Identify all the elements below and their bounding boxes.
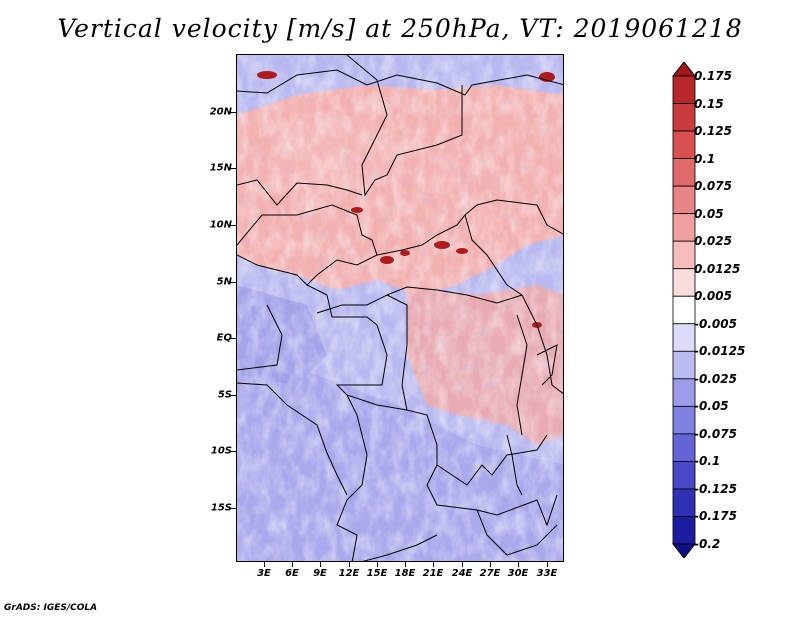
colorbar-segment xyxy=(672,158,696,187)
lon-tick-label: 24E xyxy=(451,568,473,579)
colorbar-tick-label: -0.005 xyxy=(694,316,737,331)
lon-tick-label: 15E xyxy=(366,568,388,579)
colorbar-segment xyxy=(672,268,696,297)
lat-tick-label: 20N xyxy=(209,106,232,118)
lat-tick-label: 15S xyxy=(210,502,232,514)
lat-tick-label: 5S xyxy=(217,389,232,401)
lon-tick-mark xyxy=(547,562,548,567)
lat-tick-mark xyxy=(230,451,236,452)
lon-tick-mark xyxy=(433,562,434,567)
map-field xyxy=(237,55,563,561)
colorbar-segment xyxy=(672,516,696,545)
lon-tick-label: 21E xyxy=(422,568,444,579)
colorbar-tick-label: -0.125 xyxy=(694,481,737,496)
colorbar-arrow-bottom xyxy=(672,543,696,558)
lat-tick-mark xyxy=(230,395,236,396)
lat-tick-mark xyxy=(230,338,236,339)
colorbar-segment xyxy=(672,240,696,270)
lat-tick-mark xyxy=(230,508,236,509)
colorbar-tick-label: -0.1 xyxy=(694,454,721,469)
colorbar-tick-label: 0.125 xyxy=(694,124,732,139)
lat-tick-mark xyxy=(230,282,236,283)
colorbar-segment xyxy=(672,323,696,352)
colorbar-segment xyxy=(672,405,696,435)
colorbar-segment xyxy=(672,103,696,132)
velocity-map xyxy=(236,54,564,562)
colorbar-tick-label: -0.0125 xyxy=(694,344,746,359)
lat-tick-mark xyxy=(230,168,236,169)
lat-tick-label: 15N xyxy=(209,162,232,174)
lon-tick-label: 27E xyxy=(479,568,501,579)
colorbar-tick-label: 0.005 xyxy=(694,289,732,304)
lon-tick-label: 33E xyxy=(536,568,558,579)
lon-tick-mark xyxy=(405,562,406,567)
lon-tick-mark xyxy=(349,562,350,567)
lon-tick-label: 18E xyxy=(394,568,416,579)
colorbar-segment xyxy=(672,75,696,104)
lon-tick-label: 6E xyxy=(285,568,299,579)
footer-credit: GrADS: IGES/COLA xyxy=(4,603,98,613)
lat-tick-label: 10N xyxy=(209,219,232,231)
lon-tick-mark xyxy=(462,562,463,567)
colorbar-arrow-top xyxy=(672,62,696,77)
colorbar-segment xyxy=(672,185,696,215)
colorbar-tick-label: -0.175 xyxy=(694,509,737,524)
chart-title: Vertical velocity [m/s] at 250hPa, VT: 2… xyxy=(57,14,743,43)
colorbar-segment xyxy=(672,213,696,242)
field-texture-2 xyxy=(237,55,563,561)
strong-updraft-cells xyxy=(257,71,555,328)
colorbar xyxy=(672,62,696,558)
lon-tick-mark xyxy=(320,562,321,567)
colorbar-segment xyxy=(672,295,696,325)
lat-tick-label: 10S xyxy=(210,445,232,457)
lon-tick-label: 9E xyxy=(313,568,327,579)
colorbar-tick-label: -0.025 xyxy=(694,371,737,386)
colorbar-tick-label: -0.2 xyxy=(694,537,721,551)
colorbar-tick-label: 0.075 xyxy=(694,179,732,194)
colorbar-segment xyxy=(672,433,696,462)
lat-tick-mark xyxy=(230,112,236,113)
colorbar-segment xyxy=(672,378,696,407)
colorbar-tick-label: 0.025 xyxy=(694,234,732,249)
colorbar-segment xyxy=(672,350,696,380)
lon-tick-mark xyxy=(292,562,293,567)
colorbar-tick-label: -0.075 xyxy=(694,426,737,441)
colorbar-segment xyxy=(672,130,696,159)
colorbar-tick-label: 0.0125 xyxy=(694,261,741,276)
lat-tick-label: 5N xyxy=(216,276,232,288)
lat-tick-label: EQ xyxy=(216,332,232,344)
lon-tick-mark xyxy=(377,562,378,567)
colorbar-tick-label: 0.1 xyxy=(694,151,716,166)
lon-tick-label: 12E xyxy=(338,568,360,579)
lon-tick-mark xyxy=(490,562,491,567)
country-borders xyxy=(237,55,563,561)
lat-tick-mark xyxy=(230,225,236,226)
lon-tick-mark xyxy=(264,562,265,567)
colorbar-tick-label: -0.05 xyxy=(694,399,729,414)
colorbar-segment xyxy=(672,461,696,490)
lon-tick-label: 3E xyxy=(257,568,271,579)
lon-tick-label: 30E xyxy=(507,568,529,579)
colorbar-segment xyxy=(672,488,696,517)
colorbar-tick-label: 0.175 xyxy=(694,69,732,83)
colorbar-tick-label: 0.15 xyxy=(694,96,724,111)
colorbar-tick-label: 0.05 xyxy=(694,206,724,221)
lon-tick-mark xyxy=(518,562,519,567)
